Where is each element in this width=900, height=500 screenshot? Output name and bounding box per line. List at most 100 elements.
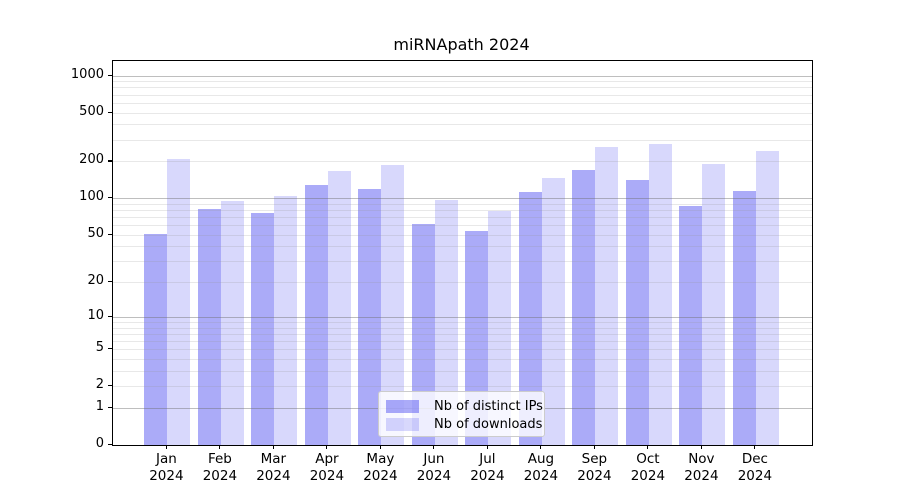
y-tick-mark-50 <box>108 233 112 235</box>
y-tick-label-20: 20 <box>87 273 104 289</box>
distinct-ips-swatch <box>386 399 419 413</box>
y-tick-label-100: 100 <box>79 189 104 205</box>
x-tick-mark-nov <box>700 444 702 450</box>
bar-downloads-jan <box>167 158 191 445</box>
y-tick-label-500: 500 <box>79 103 104 119</box>
y-tick-mark-1 <box>108 406 112 409</box>
x-tick-label-jan: Jan 2024 <box>138 451 194 485</box>
y-tick-label-2: 2 <box>95 377 104 393</box>
bar-downloads-may <box>381 164 405 445</box>
x-tick-label-jun: Jun 2024 <box>406 451 462 485</box>
bar-distinct-ips-apr <box>304 184 328 445</box>
x-tick-year: 2024 <box>309 468 345 484</box>
x-tick-month: Nov <box>688 451 715 467</box>
legend-label-distinct-ips: Nb of distinct IPs <box>434 398 543 414</box>
x-tick-year: 2024 <box>256 468 291 484</box>
bar-distinct-ips-jan <box>144 233 168 445</box>
bar-distinct-ips-dec <box>732 191 756 445</box>
x-tick-mark-feb <box>219 444 221 450</box>
x-tick-year: 2024 <box>202 468 238 484</box>
bar-downloads-nov <box>702 164 726 445</box>
legend-item-downloads: Nb of downloads <box>386 415 544 433</box>
bar-distinct-ips-jun <box>411 224 435 445</box>
bar-downloads-oct <box>648 144 672 445</box>
y-tick-label-50: 50 <box>87 225 104 241</box>
x-tick-label-oct: Oct 2024 <box>620 451 676 485</box>
x-tick-mark-jan <box>165 444 167 450</box>
x-tick-month: Dec <box>741 451 768 467</box>
bar-downloads-aug <box>541 178 565 445</box>
x-tick-label-may: May 2024 <box>352 451 408 485</box>
y-tick-label-5: 5 <box>95 340 104 356</box>
x-tick-mark-jul <box>486 444 488 450</box>
chart-title: miRNApath 2024 <box>393 35 530 54</box>
bar-downloads-jul <box>488 210 512 445</box>
downloads-swatch <box>386 417 419 431</box>
y-tick-mark-100 <box>108 197 112 199</box>
gridline-500 <box>113 112 812 114</box>
gridline-400 <box>113 124 812 126</box>
x-tick-month: Mar <box>260 451 287 467</box>
bar-distinct-ips-oct <box>625 179 649 445</box>
gridline-600 <box>113 102 812 104</box>
x-tick-month: Aug <box>527 451 555 467</box>
x-tick-year: 2024 <box>416 468 452 484</box>
x-tick-mark-aug <box>540 444 542 450</box>
x-tick-mark-jun <box>433 444 435 450</box>
x-tick-year: 2024 <box>630 468 666 484</box>
y-tick-mark-5 <box>108 348 112 350</box>
plot-area <box>112 60 813 446</box>
x-tick-year: 2024 <box>149 468 184 484</box>
bar-distinct-ips-sep <box>572 170 596 445</box>
bar-distinct-ips-mar <box>251 213 275 445</box>
x-tick-label-sep: Sep 2024 <box>566 451 622 485</box>
x-tick-year: 2024 <box>737 468 773 484</box>
y-tick-label-1: 1 <box>95 398 104 414</box>
bar-downloads-apr <box>327 171 351 445</box>
y-tick-mark-20 <box>108 281 112 283</box>
x-tick-month: Feb <box>207 451 232 467</box>
legend: Nb of distinct IPs Nb of downloads <box>378 391 545 437</box>
x-tick-month: Jul <box>479 451 496 467</box>
x-tick-mark-oct <box>647 444 649 450</box>
x-tick-month: May <box>366 451 395 467</box>
legend-item-distinct-ips: Nb of distinct IPs <box>386 397 544 415</box>
gridline-300 <box>113 139 812 141</box>
bar-downloads-feb <box>220 201 244 445</box>
x-tick-mark-dec <box>754 444 756 450</box>
x-tick-year: 2024 <box>523 468 559 484</box>
x-tick-label-jul: Jul 2024 <box>459 451 515 485</box>
y-tick-mark-200 <box>108 160 112 162</box>
bar-distinct-ips-nov <box>679 206 703 445</box>
x-tick-month: Oct <box>636 451 660 467</box>
bar-distinct-ips-feb <box>197 209 221 445</box>
x-tick-mark-sep <box>593 444 595 450</box>
x-tick-label-nov: Nov 2024 <box>673 451 729 485</box>
legend-label-downloads: Nb of downloads <box>434 416 543 432</box>
x-tick-label-dec: Dec 2024 <box>727 451 783 485</box>
x-tick-label-feb: Feb 2024 <box>192 451 248 485</box>
gridline-800 <box>113 87 812 89</box>
y-tick-mark-0 <box>108 444 112 446</box>
y-tick-label-10: 10 <box>87 307 104 323</box>
x-tick-label-aug: Aug 2024 <box>513 451 569 485</box>
bar-downloads-sep <box>595 147 619 445</box>
gridline-700 <box>113 94 812 96</box>
x-tick-mark-may <box>379 444 381 450</box>
x-tick-year: 2024 <box>363 468 398 484</box>
x-tick-mark-mar <box>272 444 274 450</box>
bar-downloads-mar <box>274 196 298 445</box>
x-tick-month: Jun <box>423 451 445 467</box>
x-tick-year: 2024 <box>684 468 719 484</box>
x-tick-mark-apr <box>326 444 328 450</box>
y-tick-mark-1000 <box>108 74 112 76</box>
gridline-1000 <box>113 75 812 77</box>
bar-distinct-ips-aug <box>518 191 542 445</box>
y-tick-mark-10 <box>108 315 112 317</box>
x-tick-month: Jan <box>155 451 177 467</box>
y-tick-mark-2 <box>108 385 112 387</box>
x-tick-month: Apr <box>315 451 339 467</box>
bar-distinct-ips-may <box>358 189 382 445</box>
y-tick-label-0: 0 <box>95 436 104 451</box>
